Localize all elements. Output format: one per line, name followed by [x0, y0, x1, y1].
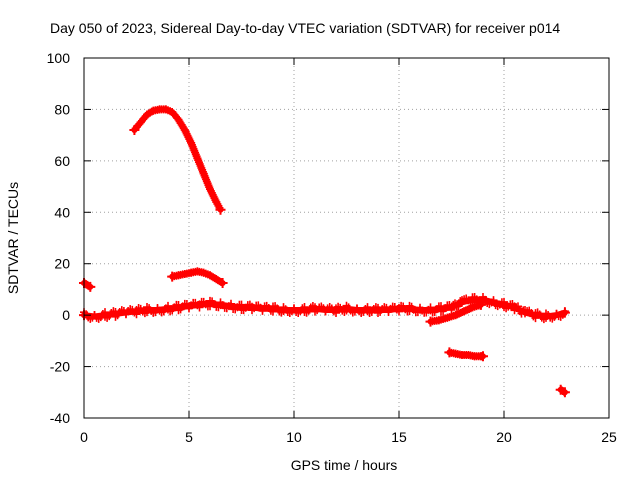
- data-point: [512, 303, 521, 312]
- data-point: [217, 278, 226, 287]
- y-tick-label: 20: [54, 256, 70, 272]
- series-baseline: [79, 292, 570, 324]
- data-point: [182, 129, 191, 138]
- data-point: [86, 282, 95, 291]
- x-tick-label: 25: [601, 429, 617, 445]
- y-axis-label: SDTVAR / TECUs: [5, 182, 21, 294]
- tick-labels: 0 5 10 15 20 25 -40 -20 0 20 40 60 80 100: [47, 50, 617, 445]
- x-tick-label: 10: [286, 429, 302, 445]
- y-tick-label: 40: [54, 204, 70, 220]
- y-tick-label: -20: [50, 359, 70, 375]
- data-point: [186, 137, 195, 146]
- data-point: [456, 297, 465, 306]
- series-post-dip: [425, 299, 486, 327]
- data-point: [209, 192, 218, 201]
- y-tick-label: -40: [50, 410, 70, 426]
- x-tick-label: 5: [185, 429, 193, 445]
- y-tick-label: 0: [62, 307, 70, 323]
- series-layer: [79, 105, 570, 398]
- series-arc-high: [129, 105, 226, 215]
- data-point: [479, 352, 487, 361]
- data-point: [514, 302, 522, 311]
- plot-frame: [83, 57, 610, 419]
- x-tick-label: 15: [391, 429, 407, 445]
- data-point: [147, 107, 156, 116]
- data-point: [181, 127, 190, 136]
- data-point: [560, 307, 569, 316]
- grid: [84, 58, 609, 418]
- y-tick-label: 100: [47, 50, 71, 66]
- chart-title: Day 050 of 2023, Sidereal Day-to-day VTE…: [50, 20, 560, 36]
- data-point: [206, 186, 215, 195]
- x-tick-label: 20: [496, 429, 512, 445]
- series-late-point: [555, 384, 570, 398]
- data-point: [206, 185, 214, 194]
- data-point: [208, 190, 217, 199]
- y-tick-label: 80: [54, 101, 70, 117]
- data-point: [185, 135, 194, 144]
- x-axis-label: GPS time / hours: [291, 457, 398, 473]
- data-point: [454, 302, 463, 311]
- data-point: [560, 388, 569, 397]
- data-point: [183, 131, 192, 140]
- axes: [83, 57, 610, 419]
- data-point: [184, 133, 193, 142]
- data-point: [207, 188, 216, 197]
- data-point: [216, 205, 225, 214]
- series-arc-mid: [167, 267, 228, 288]
- data-point: [218, 279, 227, 287]
- x-tick-label: 0: [80, 429, 88, 445]
- data-point: [180, 126, 189, 134]
- y-tick-label: 60: [54, 153, 70, 169]
- series-neg-arc: [444, 347, 488, 362]
- data-point: [210, 194, 219, 203]
- data-point: [476, 300, 485, 309]
